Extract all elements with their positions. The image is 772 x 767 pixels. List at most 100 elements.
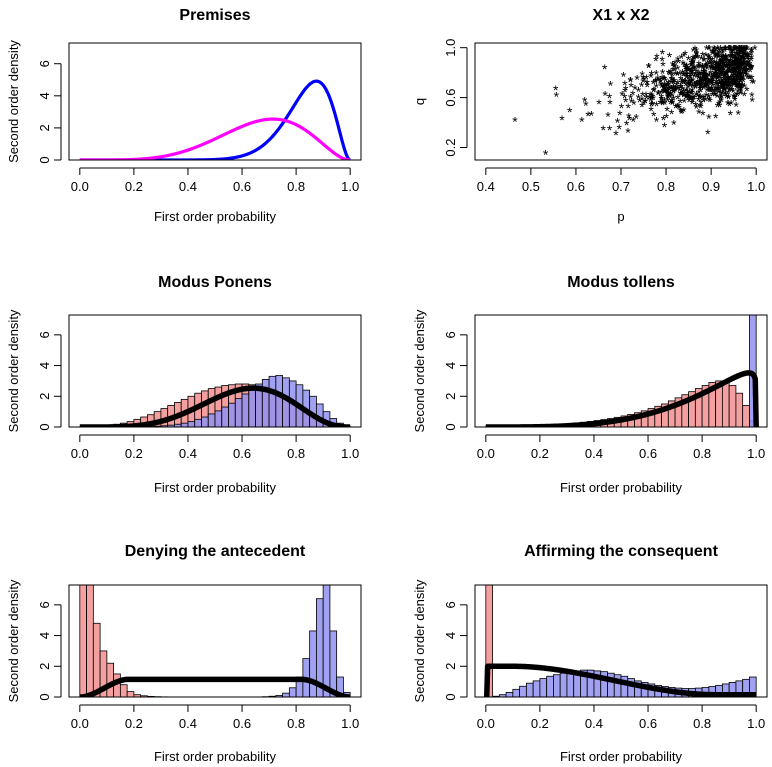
scatter-point: * bbox=[662, 72, 668, 88]
scatter-point: * bbox=[734, 52, 740, 68]
scatter-point: * bbox=[683, 63, 689, 79]
scatter-point: * bbox=[752, 42, 758, 58]
scatter-point: * bbox=[644, 91, 650, 107]
scatter-point: * bbox=[653, 53, 659, 69]
scatter-point: * bbox=[725, 97, 731, 113]
scatter-point: * bbox=[684, 70, 690, 86]
scatter-point: * bbox=[710, 84, 716, 100]
scatter-point: * bbox=[675, 61, 681, 77]
scatter-point: * bbox=[634, 72, 640, 88]
scatter-point: * bbox=[750, 93, 756, 109]
x-axis-label: First order probability bbox=[560, 480, 683, 495]
scatter-point: * bbox=[690, 68, 696, 84]
scatter-point: * bbox=[627, 112, 633, 128]
scatter-point: * bbox=[729, 83, 735, 99]
scatter-point: * bbox=[701, 70, 707, 86]
scatter-point: * bbox=[673, 83, 679, 99]
scatter-point: * bbox=[659, 96, 665, 112]
scatter-point: * bbox=[719, 82, 725, 98]
scatter-point: * bbox=[694, 43, 700, 59]
scatter-point: * bbox=[739, 70, 745, 86]
scatter-point: * bbox=[636, 91, 642, 107]
scatter-point: * bbox=[714, 59, 720, 75]
bar-blue bbox=[525, 682, 534, 697]
scatter-point: * bbox=[707, 94, 713, 110]
scatter-point: * bbox=[553, 82, 559, 98]
scatter-point: * bbox=[649, 98, 655, 114]
y-tick-label: 2 bbox=[37, 663, 52, 670]
scatter-point: * bbox=[744, 83, 750, 99]
scatter-point: * bbox=[693, 98, 699, 114]
scatter-point: * bbox=[720, 87, 726, 103]
bar-blue bbox=[248, 388, 256, 427]
scatter-point: * bbox=[687, 70, 693, 86]
scatter-point: * bbox=[714, 56, 720, 72]
scatter-point: * bbox=[714, 59, 720, 75]
x-tick-label: 0.8 bbox=[693, 716, 711, 731]
scatter-point: * bbox=[749, 71, 755, 87]
scatter-point: * bbox=[707, 69, 713, 85]
scatter-point: * bbox=[680, 65, 686, 81]
scatter-point: * bbox=[690, 91, 696, 107]
scatter-point: * bbox=[625, 100, 631, 116]
scatter-point: * bbox=[738, 43, 744, 59]
scatter-point: * bbox=[672, 59, 678, 75]
scatter-point: * bbox=[705, 74, 711, 90]
scatter-point: * bbox=[739, 79, 745, 95]
scatter-point: * bbox=[579, 114, 585, 130]
scatter-point: * bbox=[672, 74, 678, 90]
scatter-point: * bbox=[679, 87, 685, 103]
scatter-point: * bbox=[711, 46, 717, 62]
scatter-point: * bbox=[683, 68, 689, 84]
scatter-point: * bbox=[734, 74, 740, 90]
scatter-point: * bbox=[729, 71, 735, 87]
scatter-point: * bbox=[701, 65, 707, 81]
scatter-point: * bbox=[715, 82, 721, 98]
scatter-point: * bbox=[737, 42, 743, 58]
scatter-point: * bbox=[706, 74, 712, 90]
scatter-point: * bbox=[559, 112, 565, 128]
scatter-point: * bbox=[716, 65, 722, 81]
scatter-point: * bbox=[639, 92, 645, 108]
scatter-point: * bbox=[696, 85, 702, 101]
scatter-point: * bbox=[717, 99, 723, 115]
scatter-point: * bbox=[665, 90, 671, 106]
scatter-point: * bbox=[678, 88, 684, 104]
scatter-point: * bbox=[734, 59, 740, 75]
scatter-point: * bbox=[708, 83, 714, 99]
bar-blue bbox=[553, 674, 561, 697]
scatter-point: * bbox=[721, 80, 727, 96]
y-tick-label: 0 bbox=[443, 423, 458, 430]
scatter-point: * bbox=[703, 78, 709, 94]
scatter-point: * bbox=[714, 77, 720, 93]
scatter-point: * bbox=[681, 85, 687, 101]
scatter-point: * bbox=[747, 60, 753, 76]
scatter-point: * bbox=[626, 109, 632, 125]
scatter-point: * bbox=[731, 42, 737, 58]
scatter-point: * bbox=[719, 90, 725, 106]
scatter-point: * bbox=[739, 46, 745, 62]
scatter-point: * bbox=[676, 101, 682, 117]
scatter-point: * bbox=[694, 100, 700, 116]
scatter-point: * bbox=[748, 64, 754, 80]
scatter-point: * bbox=[682, 88, 688, 104]
scatter-point: * bbox=[706, 92, 712, 108]
scatter-point: * bbox=[671, 92, 677, 108]
scatter-point: * bbox=[713, 77, 719, 93]
scatter-point: * bbox=[718, 63, 724, 79]
scatter-point: * bbox=[732, 55, 738, 71]
scatter-point: * bbox=[688, 64, 694, 80]
scatter-point: * bbox=[678, 87, 684, 103]
scatter-point: * bbox=[706, 50, 712, 66]
scatter-point: * bbox=[712, 69, 718, 85]
scatter-point: * bbox=[702, 74, 708, 90]
scatter-point: * bbox=[639, 78, 645, 94]
plot-area bbox=[483, 585, 759, 697]
bar-blue bbox=[234, 398, 243, 427]
scatter-point: * bbox=[728, 72, 734, 88]
scatter-point: * bbox=[512, 114, 518, 130]
scatter-point: * bbox=[746, 53, 752, 69]
scatter-point: * bbox=[715, 70, 721, 86]
scatter-point: * bbox=[693, 77, 699, 93]
scatter-point: * bbox=[685, 85, 691, 101]
